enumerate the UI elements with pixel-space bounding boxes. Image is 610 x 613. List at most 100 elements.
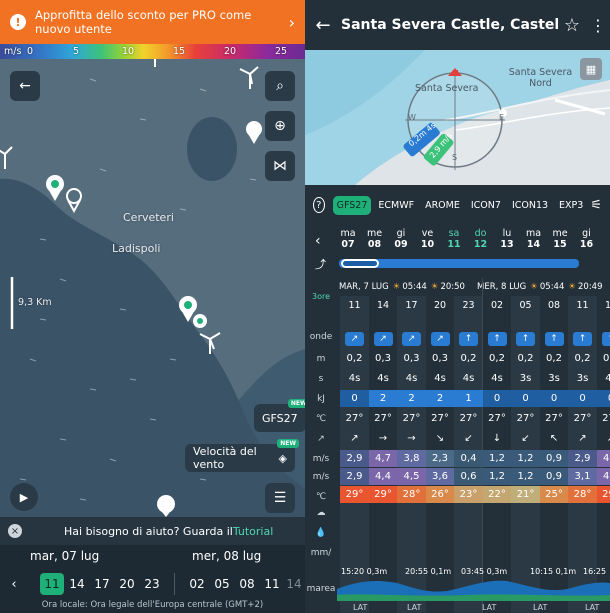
hour-cell: 20 (433, 299, 447, 311)
wave-period-cell: 4s (434, 373, 446, 384)
wave-period-cell: 3s (576, 373, 589, 384)
arrow-left-icon[interactable]: ← (315, 14, 331, 36)
timeline-track[interactable] (339, 259, 579, 268)
row-label: m/s (312, 472, 330, 482)
day-item[interactable]: sa 11 (441, 228, 467, 250)
share-button[interactable]: ⋈ (265, 151, 295, 181)
back-button[interactable]: ← (10, 71, 40, 101)
sea-temp-cell: 27° (602, 413, 610, 424)
hour-item[interactable]: 11 (264, 577, 280, 591)
minimap-label-santa-severa-nord: Santa Severa Nord (508, 67, 573, 89)
hour-item[interactable]: 17 (94, 577, 110, 591)
more-vertical-icon[interactable]: ⋮ (590, 15, 606, 35)
step-label[interactable]: 3ore (311, 292, 331, 301)
wind-gust-cell: 1,2 (482, 468, 512, 485)
hour-item-selected[interactable]: 11 (40, 573, 64, 595)
wave-direction-icon: ↑ (487, 332, 507, 346)
new-badge: NEW (287, 399, 305, 408)
tutorial-link[interactable]: Tutorial (232, 524, 274, 538)
time-slider[interactable]: mar, 07 lug mer, 08 lug ‹ 11 14 17 20 23… (0, 545, 305, 613)
wind-direction-icon: ↗ (350, 432, 359, 444)
wave-period-cell: 4s (405, 373, 418, 384)
wind-gust-cell: 3,6 (425, 468, 455, 485)
spot-header: ← Santa Severa Castle, Castello... ☆ ⋮ (305, 0, 610, 50)
wave-period-cell: 4s (491, 373, 503, 384)
arrow-left-icon: ← (19, 78, 31, 94)
hour-item[interactable]: 08 (239, 577, 255, 591)
play-button[interactable]: ▶ (10, 483, 38, 511)
hour-item[interactable]: 23 (144, 577, 160, 591)
sea-temp-cell: 27° (516, 413, 535, 424)
day-dow: me (552, 228, 568, 239)
promo-text: Approfitta dello sconto per PRO come nuo… (35, 8, 252, 36)
hour-item[interactable]: 20 (119, 577, 135, 591)
model-tab-icon7[interactable]: ICON7 (470, 199, 501, 211)
search-button[interactable]: ⌕ (265, 71, 295, 101)
filter-icon[interactable]: ⚟ (590, 197, 602, 213)
wave-period-cell: 4s (377, 373, 389, 384)
model-tab-exp3[interactable]: EXP3 (559, 199, 584, 211)
promo-banner[interactable]: ! Approfitta dello sconto per PRO come n… (0, 0, 305, 44)
hour-cell: 14 (604, 299, 610, 311)
model-tab-icon13[interactable]: ICON13 (511, 199, 549, 211)
sunrise-icon: ☀ (530, 282, 538, 292)
day-item[interactable]: ve 10 (415, 228, 441, 250)
day-item[interactable]: me 15 (547, 228, 573, 250)
chevron-right-icon: › (288, 12, 295, 32)
model-button[interactable]: GFS27 NEW (254, 399, 305, 432)
air-temp-cell: 29° (596, 486, 610, 503)
tide-label: 16:25 (583, 567, 607, 576)
close-icon[interactable]: × (8, 524, 22, 538)
tide-label: 03:45 0,3m (461, 567, 508, 576)
spot-minimap[interactable]: N E S W Santa Severa Santa Severa Nord 0… (305, 50, 610, 185)
model-tab-arome[interactable]: AROME (425, 199, 460, 211)
wind-direction-icon: ↙ (521, 432, 530, 444)
day-item[interactable]: ma 14 (521, 228, 547, 250)
minimap-label-santa-severa: Santa Severa (415, 83, 479, 94)
wind-direction-icon: ↙ (464, 432, 473, 444)
timeline-thumb[interactable] (341, 259, 379, 268)
star-icon[interactable]: ☆ (563, 14, 581, 36)
wave-energy-cell: 2 (368, 390, 398, 407)
day-num: 13 (500, 239, 514, 250)
legend-tick: 5 (73, 46, 80, 57)
hour-cell: 08 (547, 299, 561, 311)
chevron-left-icon[interactable]: ‹ (11, 576, 17, 592)
tide-lat-label: LAT (407, 603, 422, 612)
hour-item[interactable]: 14 (69, 577, 85, 591)
settings-button[interactable]: ☰ (265, 483, 295, 513)
wind-speed-legend: m/s 0 5 10 15 20 25 (0, 44, 305, 59)
day-item[interactable]: me 08 (362, 228, 388, 250)
wind-gust-cell: 4,4 (368, 468, 398, 485)
day-dow: ma (340, 228, 356, 239)
wave-energy-cell: 2 (425, 390, 455, 407)
air-temp-cell: 28° (397, 486, 426, 503)
wind-speed-cell: 1,2 (511, 450, 540, 467)
model-tab-ecmwf[interactable]: ECMWF (378, 199, 415, 211)
layer-button[interactable]: Velocità del vento ◈ NEW (185, 439, 299, 472)
day-item[interactable]: do 12 (468, 228, 494, 250)
help-text: Hai bisogno di aiuto? Guarda il (64, 524, 233, 538)
day-item[interactable]: ma 07 (335, 228, 361, 250)
day-num: 12 (473, 239, 488, 250)
sunrise-icon: ☀ (392, 282, 401, 292)
tide-label: 10:15 0,1m (530, 567, 577, 576)
day-item[interactable]: gi 09 (388, 228, 414, 250)
hour-item[interactable]: 02 (189, 577, 205, 591)
sunrise-time: 05:44 (402, 282, 427, 292)
day-item[interactable]: lu 13 (494, 228, 520, 250)
model-tab-gfs27[interactable]: GFS27 (332, 195, 372, 215)
map-expand-button[interactable]: ▦ (580, 58, 602, 80)
wind-gust-cell: 0,9 (539, 468, 569, 485)
hour-item[interactable]: 05 (214, 577, 230, 591)
help-icon[interactable]: ? (313, 197, 325, 213)
sliders-icon: ☰ (273, 490, 287, 506)
locate-button[interactable]: ⊕ (265, 111, 295, 141)
spot-forecast-pane: ← Santa Severa Castle, Castello... ☆ ⋮ N… (305, 0, 610, 613)
chevron-left-icon[interactable]: ‹ (315, 233, 321, 249)
trend-bar: ⤴ (305, 255, 610, 273)
day-item[interactable]: gi 16 (574, 228, 600, 250)
wind-map[interactable]: Cerveteri Ladispoli 9,3 Km ← ⌕ ⊕ ⋈ (0, 59, 305, 517)
row-label: kJ (317, 394, 325, 404)
hour-item[interactable]: 14 (286, 577, 302, 591)
